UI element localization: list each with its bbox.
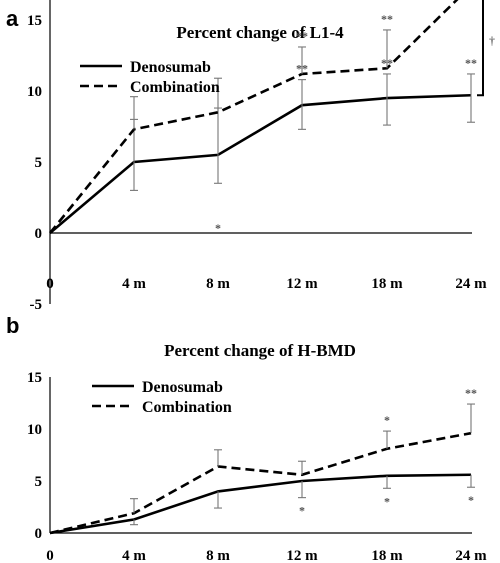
panel-b-denosumab-significance-mark: * [299,504,305,518]
panel-a-y-tick-label: 10 [27,84,42,100]
panel-a-x-tick-label: 12 m [286,276,318,292]
panel-b-denosumab-significance-mark: * [384,494,390,508]
panel-a-x-tick-label: 8 m [206,276,230,292]
panel-a-denosumab-line [49,93,472,234]
panel-b-denosumab-line [49,473,472,535]
panel-b-y-tick-label: 5 [35,474,43,490]
panel-b-letter: b [6,313,19,338]
panel-b-y-tick-label: 15 [27,370,42,386]
panel-a-combination-significance-mark: ** [381,12,393,26]
panel-b-title: Percent change of H-BMD [164,341,356,360]
panel-a-x-tick-label: 4 m [122,276,146,292]
panel-a-denosumab-significance-mark: * [215,221,221,235]
panel-b-combination-significance-mark: * [384,413,390,427]
panel-b-x-tick-label: 18 m [371,548,403,563]
panel-a-group-bracket [477,0,484,97]
panel-a-letter: a [6,6,19,31]
panel-b-legend-label-combination: Combination [142,399,232,416]
panel-a-x-tick-label: 24 m [455,276,487,292]
panel-b-denosumab-significance-mark: * [468,493,474,507]
panel-a-title: Percent change of L1-4 [176,23,344,42]
panel-b-y-tick-label: 0 [35,526,43,542]
panel-b-x-tick-label: 8 m [206,548,230,563]
panel-b-x-tick-label: 0 [46,548,54,563]
panel-a-legend-label-combination: Combination [130,79,220,96]
panel-a-denosumab-significance-mark: ** [465,56,477,70]
panel-a-y-tick-label: 0 [35,226,43,242]
panel-b-combination-line [49,431,472,535]
panel-a-y-tick-label: -5 [30,297,43,313]
panel-b-legend-label-denosumab: Denosumab [142,379,223,396]
panel-a-legend-label-denosumab: Denosumab [130,59,211,76]
panel-a-combination-significance-mark: ** [296,29,308,43]
panel-a-chart: -5051015202504 m8 m12 m18 m24 m*******De… [27,0,495,313]
panel-b-x-tick-label: 12 m [286,548,318,563]
panel-b-y-tick-label: 10 [27,422,42,438]
panel-a-y-tick-label: 15 [27,13,42,29]
panel-b-x-tick-label: 4 m [122,548,146,563]
panel-a-x-tick-label: 18 m [371,276,403,292]
panel-a-x-tick-label: 0 [46,276,54,292]
panel-b-x-tick-label: 24 m [455,548,487,563]
panel-a-y-tick-label: 5 [35,155,43,171]
panel-b-combination-significance-mark: ** [465,386,477,400]
panel-a-bracket-label: † [489,34,495,48]
